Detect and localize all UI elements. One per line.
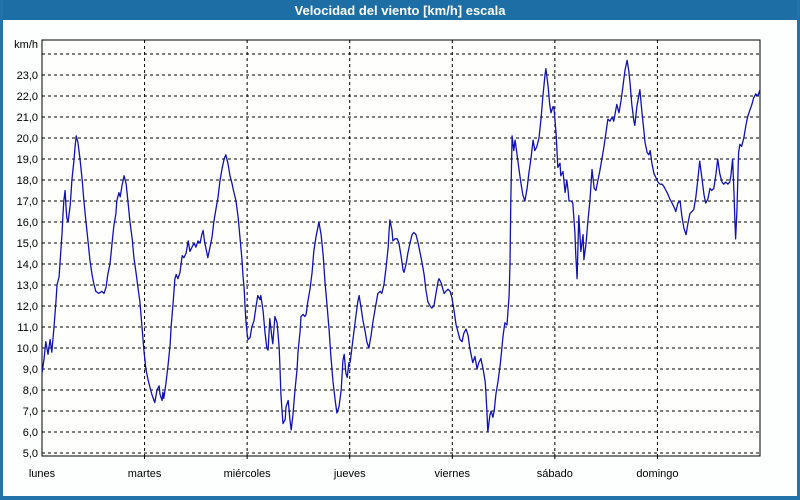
y-tick-label: 5,0: [23, 448, 38, 460]
y-tick-label: 22,0: [17, 91, 38, 103]
y-tick-label: 19,0: [17, 154, 38, 166]
x-day-label: miércoles: [224, 468, 272, 480]
plot-border: [41, 39, 761, 457]
y-tick-label: 10,0: [17, 343, 38, 355]
x-axis-labels: lunes02/04/18martes03/04/18miércoles04/0…: [29, 468, 679, 480]
y-tick-label: 17,0: [17, 196, 38, 208]
y-axis-labels: km/h 23,0 22,0 21,0 20,0 19,0 18,0 17,0 16,0 15,0…: [14, 39, 38, 460]
x-day-label: lunes: [29, 468, 56, 480]
wind-speed-chart: km/h 23,0 22,0 21,0 20,0 19,0 18,0 17,0 16,0 15,0…: [14, 39, 761, 480]
x-day-label: martes: [128, 468, 162, 480]
x-day-label: domingo: [636, 468, 678, 480]
y-tick-label: 18,0: [17, 175, 38, 187]
y-tick-label: 11,0: [17, 322, 38, 334]
y-tick-label: 23,0: [17, 70, 38, 82]
x-day-label: viernes: [435, 468, 471, 480]
y-tick-label: 8,0: [23, 385, 38, 397]
y-axis-unit-label: km/h: [14, 39, 38, 51]
y-tick-label: 7,0: [23, 406, 38, 418]
wind-speed-line: [41, 59, 761, 433]
y-tick-label: 21,0: [17, 112, 38, 124]
y-tick-label: 6,0: [23, 427, 38, 439]
y-tick-label: 12,0: [17, 301, 38, 313]
v-gridlines: [144, 40, 658, 460]
y-tick-label: 15,0: [17, 238, 38, 250]
y-tick-label: 16,0: [17, 217, 38, 229]
x-day-label: jueves: [333, 468, 366, 480]
chart-title-bar: Velocidad del viento [km/h] escala: [3, 0, 797, 20]
y-tick-label: 14,0: [17, 259, 38, 271]
y-tick-label: 13,0: [17, 280, 38, 292]
y-tick-label: 9,0: [23, 364, 38, 376]
plot-area: [42, 40, 760, 456]
chart-title: Velocidad del viento [km/h] escala: [294, 2, 506, 18]
y-tick-label: 20,0: [17, 133, 38, 145]
x-day-label: sábado: [537, 468, 573, 480]
